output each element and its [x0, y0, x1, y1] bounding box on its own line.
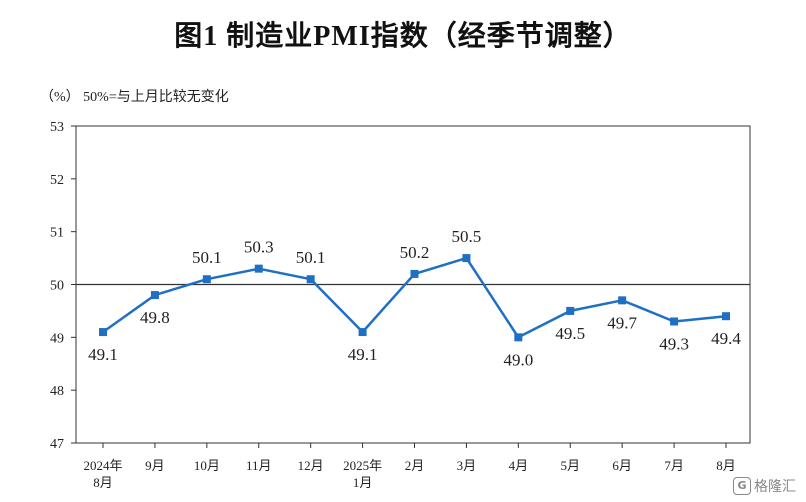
data-point — [99, 328, 107, 337]
data-label: 49.7 — [607, 313, 637, 332]
data-point — [618, 296, 627, 305]
x-tick-label: 2024年 — [83, 458, 122, 473]
data-point — [150, 291, 159, 300]
data-label: 50.2 — [400, 243, 430, 262]
data-label: 49.3 — [659, 334, 689, 353]
data-label: 49.4 — [711, 329, 741, 348]
watermark-text: 格隆汇 — [754, 479, 796, 495]
x-tick-label: 1月 — [353, 475, 373, 490]
chart-title: 图1 制造业PMI指数（经季节调整） — [174, 21, 632, 52]
x-tick-label: 8月 — [93, 475, 113, 490]
y-tick-label: 50 — [50, 279, 64, 294]
x-tick-label: 12月 — [298, 458, 324, 473]
x-tick-label: 6月 — [612, 458, 632, 473]
data-point — [202, 275, 211, 284]
x-tick-label: 5月 — [560, 458, 580, 473]
unit-note: （%） 50%=与上月比较无变化 — [40, 90, 229, 105]
x-tick-label: 2月 — [405, 458, 425, 473]
watermark: G 格隆汇 — [733, 476, 796, 496]
data-point — [722, 312, 730, 321]
y-tick-label: 53 — [50, 120, 64, 135]
y-tick-label: 48 — [50, 384, 64, 399]
watermark-logo-icon: G — [733, 477, 751, 495]
x-tick-label: 8月 — [716, 458, 736, 473]
x-tick-label: 9月 — [145, 458, 165, 473]
data-point — [254, 264, 263, 273]
data-label: 49.5 — [555, 324, 585, 343]
data-point — [306, 275, 315, 284]
data-point — [358, 328, 367, 337]
x-tick-label: 7月 — [664, 458, 684, 473]
y-tick-label: 49 — [50, 331, 64, 346]
x-tick-label: 11月 — [246, 458, 272, 473]
data-label: 49.1 — [88, 345, 118, 364]
data-point — [410, 269, 419, 278]
x-tick-label: 3月 — [457, 458, 477, 473]
data-label: 50.1 — [192, 248, 222, 267]
data-label: 50.5 — [452, 227, 482, 246]
data-label: 49.0 — [503, 350, 533, 369]
y-tick-label: 52 — [50, 173, 64, 188]
data-label: 50.3 — [244, 238, 274, 257]
y-tick-label: 47 — [50, 437, 64, 452]
y-tick-label: 51 — [50, 226, 64, 241]
data-point — [514, 333, 523, 342]
data-label: 49.8 — [140, 308, 170, 327]
data-point — [566, 306, 575, 315]
data-label: 50.1 — [296, 248, 326, 267]
x-tick-label: 4月 — [509, 458, 529, 473]
data-label: 49.1 — [348, 345, 378, 364]
data-point — [670, 317, 679, 326]
x-tick-label: 2025年 — [343, 458, 382, 473]
x-tick-label: 10月 — [194, 458, 220, 473]
data-point — [462, 254, 471, 263]
